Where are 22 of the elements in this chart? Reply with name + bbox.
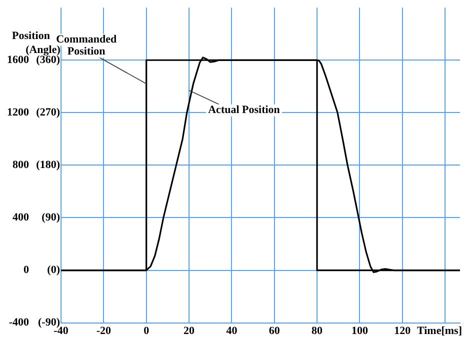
x-tick-label: -20 [96, 325, 112, 338]
x-tick-label: 80 [312, 325, 324, 338]
y-axis-title: Position [12, 30, 50, 42]
x-axis-title: Time[ms] [416, 325, 462, 337]
annotation: Actual Position [208, 104, 280, 116]
y2-tick-label: (270) [36, 106, 60, 119]
x-tick-label: 20 [184, 325, 196, 338]
y-tick-label: 400 [12, 212, 30, 224]
x-tick-label: 60 [268, 325, 280, 338]
x-tick-label: 120 [394, 325, 412, 338]
y-tick-label: 1200 [7, 106, 30, 119]
y-tick-label: 800 [12, 159, 30, 172]
x-tick-label: 0 [144, 325, 150, 338]
x-tick-label: 100 [351, 325, 368, 338]
y2-tick-label: (180) [36, 159, 60, 172]
y2-tick-label: (0) [47, 264, 60, 276]
y2-tick-label: (90) [42, 212, 60, 224]
y-tick-label: 0 [24, 264, 30, 276]
y2-axis-title: (Angle) [26, 44, 62, 56]
y-tick-label: -400 [8, 316, 30, 329]
x-tick-label: 40 [226, 325, 238, 338]
y-tick-label: 1600 [7, 54, 30, 66]
